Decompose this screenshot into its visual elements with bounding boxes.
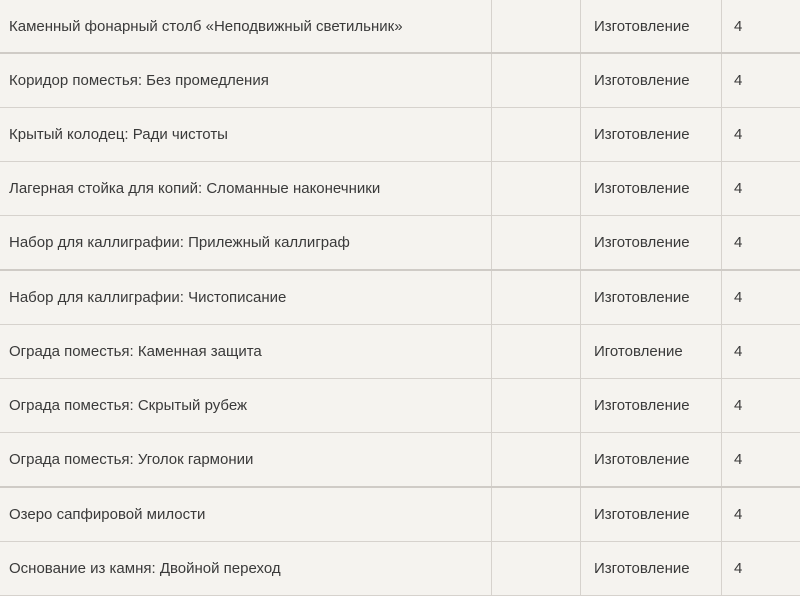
empty-cell [492, 542, 581, 596]
count-cell: 4 [722, 487, 800, 542]
item-name-cell: Коридор поместья: Без промедления [0, 53, 492, 108]
item-name-cell: Озеро сапфировой милости [0, 487, 492, 542]
type-cell: Изготовление [581, 216, 722, 271]
count-cell: 4 [722, 162, 800, 216]
type-cell: Изготовление [581, 487, 722, 542]
empty-cell [492, 162, 581, 216]
type-cell: Изготовление [581, 433, 722, 488]
empty-cell [492, 53, 581, 108]
table-row: Крытый колодец: Ради чистоты Изготовление… [0, 108, 800, 162]
item-name-cell: Ограда поместья: Каменная защита [0, 325, 492, 379]
count-cell: 4 [722, 542, 800, 596]
item-name-cell: Ограда поместья: Уголок гармонии [0, 433, 492, 488]
count-cell: 4 [722, 433, 800, 488]
table-row: Ограда поместья: Каменная защита Иготовле… [0, 325, 800, 379]
empty-cell [492, 379, 581, 433]
count-cell: 4 [722, 53, 800, 108]
type-cell: Изготовление [581, 379, 722, 433]
item-name-cell: Крытый колодец: Ради чистоты [0, 108, 492, 162]
table-row: Лагерная стойка для копий: Сломанные нак… [0, 162, 800, 216]
type-cell: Изготовление [581, 108, 722, 162]
type-cell: Изготовление [581, 162, 722, 216]
item-name-cell: Основание из камня: Двойной переход [0, 542, 492, 596]
table-row: Каменный фонарный столб «Неподвижный све… [0, 0, 800, 53]
type-cell: Изготовление [581, 542, 722, 596]
type-cell: Изготовление [581, 53, 722, 108]
item-name-cell: Лагерная стойка для копий: Сломанные нак… [0, 162, 492, 216]
empty-cell [492, 433, 581, 488]
item-name-cell: Набор для каллиграфии: Прилежный каллигр… [0, 216, 492, 271]
empty-cell [492, 108, 581, 162]
table-row: Ограда поместья: Скрытый рубеж Изготовлен… [0, 379, 800, 433]
count-cell: 4 [722, 270, 800, 325]
type-cell: Изготовление [581, 0, 722, 53]
empty-cell [492, 0, 581, 53]
table-row: Набор для каллиграфии: Чистописание Изгот… [0, 270, 800, 325]
type-cell: Иготовление [581, 325, 722, 379]
empty-cell [492, 487, 581, 542]
table-row: Основание из камня: Двойной переход Изгот… [0, 542, 800, 596]
type-cell: Изготовление [581, 270, 722, 325]
table-row: Ограда поместья: Уголок гармонии Изготовл… [0, 433, 800, 488]
item-name-cell: Каменный фонарный столб «Неподвижный све… [0, 0, 492, 53]
empty-cell [492, 270, 581, 325]
table-row: Набор для каллиграфии: Прилежный каллигр… [0, 216, 800, 271]
empty-cell [492, 325, 581, 379]
item-name-cell: Набор для каллиграфии: Чистописание [0, 270, 492, 325]
empty-cell [492, 216, 581, 271]
count-cell: 4 [722, 379, 800, 433]
count-cell: 4 [722, 216, 800, 271]
count-cell: 4 [722, 0, 800, 53]
count-cell: 4 [722, 325, 800, 379]
item-name-cell: Ограда поместья: Скрытый рубеж [0, 379, 492, 433]
table-row: Коридор поместья: Без промедления Изготов… [0, 53, 800, 108]
count-cell: 4 [722, 108, 800, 162]
